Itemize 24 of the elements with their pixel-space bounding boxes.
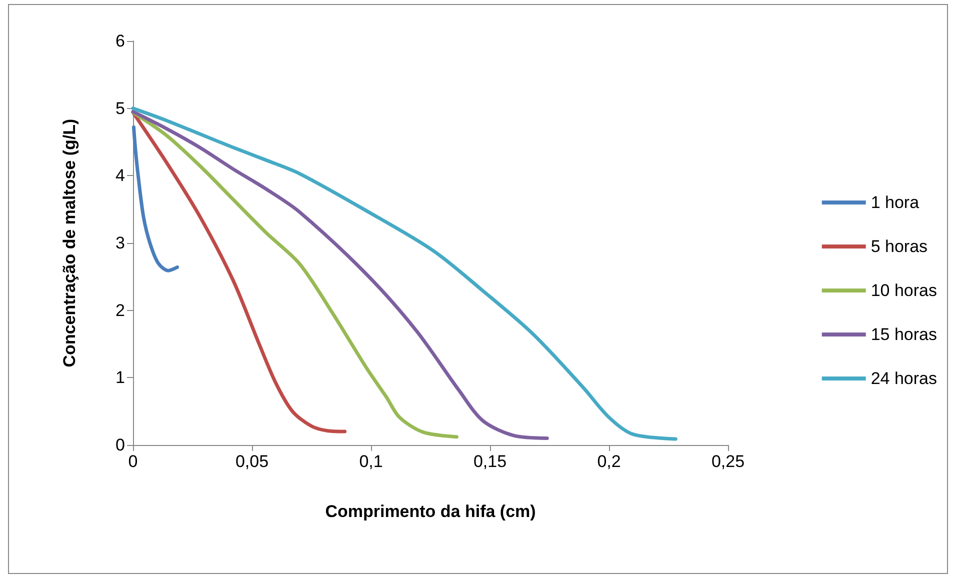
y-tick-label: 4 [116, 166, 125, 186]
x-tick-label: 0,15 [473, 452, 507, 471]
y-tick-label: 1 [116, 368, 125, 388]
line-series [131, 110, 549, 440]
x-tick-label: 0,1 [359, 452, 383, 471]
y-tick-label: 0 [116, 436, 125, 454]
line-series [131, 110, 458, 439]
y-tick-label: 3 [116, 234, 125, 252]
x-tick-label: 0,05 [235, 452, 269, 471]
x-tick-label: 0 [128, 452, 138, 471]
legend-label: 1 hora [870, 193, 920, 212]
legend-label: 10 horas [870, 281, 938, 300]
legend-label: 5 horas [870, 237, 928, 256]
y-axis-title: Concentração de maltose (g/L) [60, 118, 79, 368]
legend-label: 24 horas [870, 369, 938, 388]
x-axis-title: Comprimento da hifa (cm) [325, 502, 536, 521]
x-tick-label: 0,25 [711, 452, 745, 471]
legend-label: 15 horas [870, 325, 938, 344]
line-series [131, 106, 678, 441]
line-series [132, 125, 180, 272]
y-tick-label: 6 [116, 32, 125, 50]
y-tick-label: 5 [116, 98, 125, 118]
y-tick-label: 2 [116, 300, 125, 320]
x-tick-label: 0,2 [597, 452, 621, 471]
